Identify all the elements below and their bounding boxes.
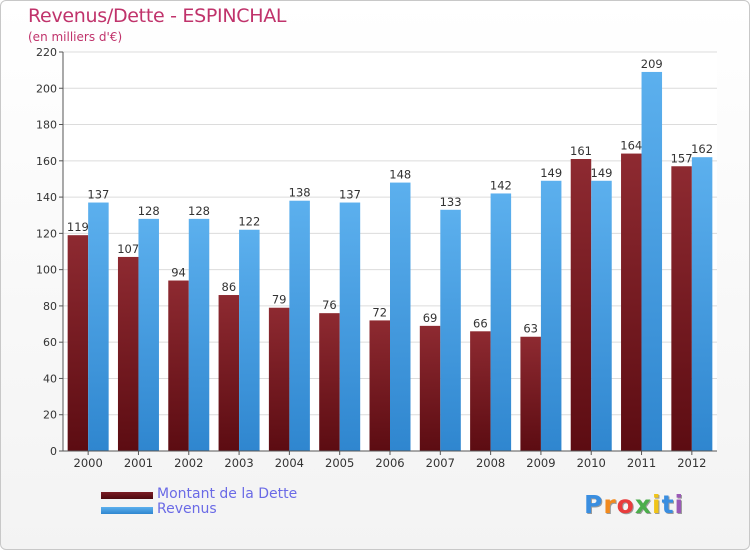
bar-dette (470, 331, 491, 451)
data-label-dette: 72 (372, 305, 387, 319)
data-label-dette: 157 (671, 151, 693, 165)
data-label-dette: 161 (570, 144, 592, 158)
bar-revenus (591, 180, 612, 451)
bar-revenus (138, 218, 159, 451)
data-label-revenus: 149 (540, 166, 562, 180)
logo-letter: P (584, 490, 604, 519)
bar-revenus (339, 202, 361, 451)
bar-revenus (540, 180, 562, 451)
bar-revenus (490, 193, 512, 452)
bar-dette (268, 307, 290, 451)
x-tick-label: 2005 (325, 456, 354, 470)
x-tick-label: 2002 (174, 456, 203, 470)
logo-letter: i (674, 490, 685, 519)
y-tick-label: 180 (36, 119, 57, 132)
data-label-dette: 94 (171, 266, 186, 280)
x-tick-label: 2004 (275, 456, 304, 470)
bar-dette (570, 159, 592, 451)
bar-dette (419, 325, 441, 451)
data-label-revenus: 122 (238, 215, 260, 229)
data-label-dette: 63 (523, 322, 538, 336)
data-label-revenus: 149 (591, 166, 613, 180)
chart-subtitle: (en milliers d'€) (28, 30, 123, 44)
data-label-revenus: 133 (440, 195, 462, 209)
bar-dette (369, 320, 390, 451)
x-tick-label: 2000 (74, 456, 103, 470)
y-tick-label: 20 (43, 409, 57, 422)
bar-dette (67, 235, 89, 451)
bar-revenus (390, 182, 411, 451)
y-tick-label: 140 (36, 191, 57, 204)
data-label-revenus: 142 (490, 178, 512, 192)
y-tick-label: 220 (36, 46, 57, 59)
y-tick-label: 120 (36, 227, 57, 240)
logo-letter: t (661, 490, 675, 519)
x-tick-label: 2010 (577, 456, 606, 470)
data-label-revenus: 137 (339, 188, 361, 202)
data-label-dette: 79 (272, 293, 287, 307)
x-tick-label: 2012 (677, 456, 706, 470)
data-label-revenus: 128 (188, 204, 210, 218)
bar-revenus (239, 229, 260, 451)
proxiti-logo: Proxiti (584, 490, 684, 519)
data-label-revenus: 148 (389, 168, 411, 182)
x-tick-label: 2007 (426, 456, 455, 470)
x-tick-label: 2009 (526, 456, 555, 470)
data-label-revenus: 137 (87, 188, 109, 202)
data-label-dette: 76 (322, 298, 337, 312)
bar-revenus (440, 209, 461, 451)
logo-letter: x (634, 490, 652, 519)
data-label-dette: 164 (620, 139, 642, 153)
data-label-dette: 66 (473, 316, 488, 330)
data-label-dette: 86 (222, 280, 237, 294)
x-tick-label: 2006 (375, 456, 404, 470)
data-label-revenus: 209 (641, 57, 663, 71)
y-tick-label: 160 (36, 155, 57, 168)
bar-dette (117, 256, 139, 451)
y-tick-label: 80 (43, 300, 57, 313)
legend-label-revenus: Revenus (157, 501, 217, 517)
x-tick-label: 2003 (224, 456, 253, 470)
bar-dette (621, 153, 642, 451)
bar-revenus (88, 202, 109, 451)
bar-revenus (289, 200, 310, 451)
legend-label-dette: Montant de la Dette (157, 486, 298, 502)
x-tick-label: 2011 (627, 456, 656, 470)
bar-dette (218, 295, 240, 451)
y-tick-label: 200 (36, 82, 57, 95)
data-label-dette: 107 (117, 242, 139, 256)
y-tick-label: 60 (43, 336, 57, 349)
bar-dette (168, 280, 189, 451)
bar-dette (319, 313, 340, 451)
x-tick-label: 2008 (476, 456, 505, 470)
chart-title: Revenus/Dette - ESPINCHAL (28, 5, 287, 27)
bar-dette (671, 166, 692, 451)
data-label-revenus: 162 (691, 142, 713, 156)
logo-letter: o (616, 490, 635, 519)
legend-swatch-revenus (101, 507, 153, 514)
data-label-dette: 119 (67, 220, 89, 234)
legend-swatch-dette (101, 492, 153, 499)
bar-revenus (691, 157, 713, 451)
y-tick-label: 100 (36, 264, 57, 277)
bar-revenus (641, 71, 663, 451)
y-tick-label: 40 (43, 372, 57, 385)
data-label-revenus: 138 (289, 186, 311, 200)
bar-dette (520, 336, 541, 451)
bar-revenus (188, 218, 210, 451)
logo-letter: i (652, 490, 662, 519)
data-label-revenus: 128 (138, 204, 160, 218)
x-tick-label: 2001 (124, 456, 153, 470)
y-tick-label: 0 (50, 445, 57, 458)
data-label-dette: 69 (423, 311, 438, 325)
logo-letter: r (603, 490, 617, 519)
